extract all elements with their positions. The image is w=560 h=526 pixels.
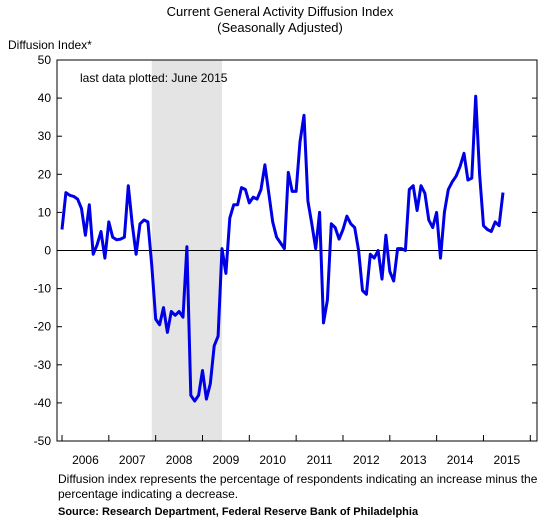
chart-subtitle: (Seasonally Adjusted) xyxy=(217,20,343,35)
y-axis-label: Diffusion Index* xyxy=(8,38,92,52)
x-tick-label: 2008 xyxy=(166,453,193,467)
chart-title-block: Current General Activity Diffusion Index… xyxy=(0,4,560,36)
x-tick-label: 2007 xyxy=(119,453,146,467)
y-tick-label: -10 xyxy=(34,282,52,296)
last-data-annotation: last data plotted: June 2015 xyxy=(80,71,228,85)
y-tick-label: -50 xyxy=(34,434,52,448)
x-tick-label: 2014 xyxy=(447,453,474,467)
y-tick-label: 50 xyxy=(38,53,52,67)
x-tick-label: 2012 xyxy=(353,453,380,467)
y-tick-label: -20 xyxy=(34,320,52,334)
x-tick-label: 2013 xyxy=(400,453,427,467)
y-tick-label: 10 xyxy=(38,205,52,219)
y-tick-label: -30 xyxy=(34,358,52,372)
y-tick-label: 40 xyxy=(38,91,52,105)
chart-title: Current General Activity Diffusion Index xyxy=(166,4,394,19)
series-line xyxy=(60,94,505,403)
y-tick-label: 20 xyxy=(38,167,52,181)
footnote: Diffusion index represents the percentag… xyxy=(58,472,538,501)
source-note: Source: Research Department, Federal Res… xyxy=(58,506,419,518)
x-tick-label: 2010 xyxy=(259,453,286,467)
x-tick-label: 2006 xyxy=(72,453,99,467)
x-tick-label: 2011 xyxy=(307,453,333,467)
x-tick-label: 2015 xyxy=(494,453,521,467)
y-tick-label: 30 xyxy=(38,129,52,143)
y-tick-label: -40 xyxy=(34,396,52,410)
x-tick-label: 2009 xyxy=(213,453,240,467)
y-tick-label: 0 xyxy=(44,244,51,258)
